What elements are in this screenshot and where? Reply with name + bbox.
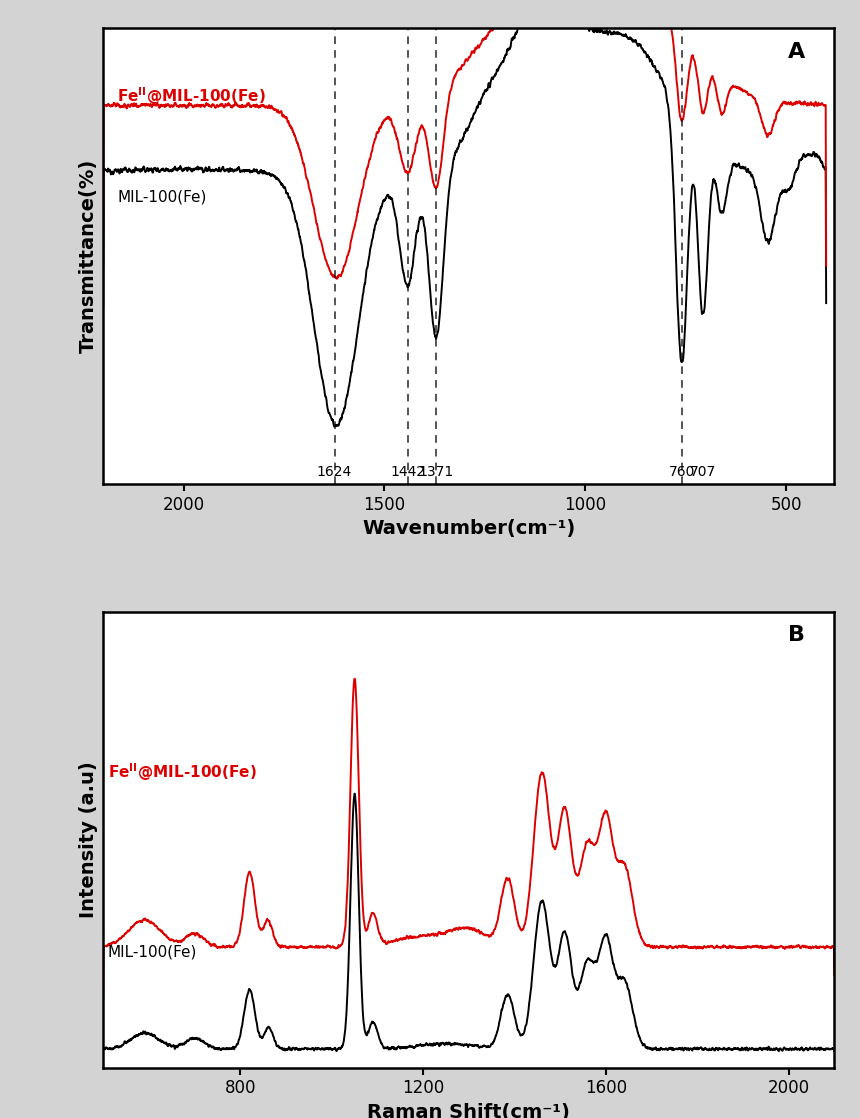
Text: 707: 707: [690, 465, 716, 480]
Text: 1442: 1442: [390, 465, 425, 480]
Text: Fe$^{\mathbf{II}}$@MIL-100(Fe): Fe$^{\mathbf{II}}$@MIL-100(Fe): [117, 85, 266, 107]
Text: 1371: 1371: [419, 465, 454, 480]
X-axis label: Raman Shift(cm⁻¹): Raman Shift(cm⁻¹): [367, 1103, 570, 1118]
Text: B: B: [788, 625, 805, 645]
Text: 760: 760: [668, 465, 695, 480]
Text: Fe$^{\mathbf{II}}$@MIL-100(Fe): Fe$^{\mathbf{II}}$@MIL-100(Fe): [108, 761, 256, 784]
Y-axis label: Transmittance(%): Transmittance(%): [78, 159, 98, 353]
Y-axis label: Intensity (a.u): Intensity (a.u): [78, 761, 98, 918]
X-axis label: Wavenumber(cm⁻¹): Wavenumber(cm⁻¹): [362, 520, 575, 539]
Text: MIL-100(Fe): MIL-100(Fe): [117, 189, 206, 205]
Text: 1624: 1624: [317, 465, 353, 480]
Text: MIL-100(Fe): MIL-100(Fe): [108, 945, 197, 960]
Text: A: A: [788, 41, 805, 61]
